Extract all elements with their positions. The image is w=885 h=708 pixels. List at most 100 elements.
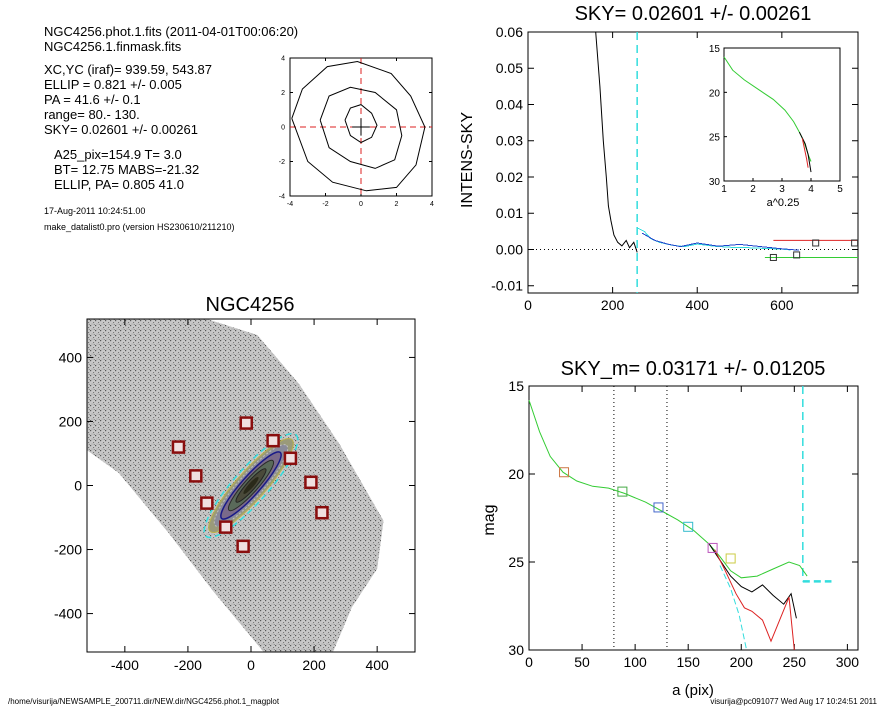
image-title: NGC4256 [206,294,295,316]
contour-line [319,86,403,169]
sky-series-line [636,227,791,251]
mag-plot: 0 50 100 150 200 250 300 15 20 25 30 [508,378,859,670]
sky-plot: 0 200 400 600 -0.01 0.00 0.01 0.02 0.03 0.04 0.05 0… [491,24,859,313]
galaxy-ellipse [243,477,259,494]
sky-inset-plot: 1 2 3 4 5 15 20 25 30 [709,44,843,195]
sky-box-marker [219,520,233,534]
plot-frame [528,385,859,651]
y-tick-label: 0 [74,478,82,494]
header-line: ELLIP = 0.821 +/- 0.005 [44,77,182,92]
mag-title: SKY_m= 0.03171 +/- 0.01205 [561,358,826,380]
sky-title: SKY= 0.02601 +/- 0.00261 [575,3,812,25]
y-tick-label: 200 [59,413,83,429]
sky-box-marker [189,469,203,483]
x-tick-label: 0 [524,297,532,313]
y-tick-label: 25 [508,554,524,570]
footer-user: visurija@pc091077 Wed Aug 17 10:24:51 20… [710,697,877,706]
y-tick-label: 2 [281,90,285,97]
sky-box-marker [851,239,859,247]
header-line: A25_pix=154.9 T= 3.0 [54,147,182,162]
y-tick-label: 0.01 [496,205,523,221]
header-program: make_datalist0.pro (version HS230610/211… [44,222,235,232]
y-tick-label: 400 [59,349,83,365]
mag-box-marker [617,486,628,497]
inset-x-tick-label: 4 [808,184,814,195]
sky-box-marker [315,505,329,520]
y-tick-label: 0.04 [496,96,523,112]
y-tick-label: 20 [508,466,524,482]
x-tick-label: 200 [730,654,754,670]
x-tick-label: 4 [430,201,434,208]
x-tick-label: -2 [322,201,328,208]
y-tick-label: 30 [508,642,524,658]
x-tick-label: 50 [574,654,590,670]
mag-series-line [528,399,808,579]
y-tick-label: -400 [54,606,82,622]
header-line: ELLIP, PA= 0.805 41.0 [54,177,184,192]
header-line: SKY= 0.02601 +/- 0.00261 [44,122,198,137]
sky-box-marker [236,539,250,554]
sky-box-marker [793,251,801,259]
footer-path: /home/visurija/NEWSAMPLE_200711.dir/NEW.… [8,697,280,706]
inset-frame [723,47,841,182]
inset-x-tick-label: 2 [750,184,756,195]
sky-box-marker [283,451,298,466]
header-line: BT= 12.75 MABS=-21.32 [54,162,200,177]
x-tick-label: 200 [601,297,625,313]
mag-series-line [719,565,748,651]
y-tick-label: -2 [279,159,285,166]
y-tick-label: 0.02 [496,169,523,185]
contour-plot: -4 -2 0 2 4 -4 -2 0 2 4 [279,55,434,208]
mag-box-marker [725,553,736,564]
inset-y-tick-label: 30 [709,177,721,188]
contour-line [344,104,378,144]
x-tick-label: 2 [395,201,399,208]
inset-y-tick-label: 15 [709,44,721,55]
x-tick-label: 300 [836,654,860,670]
x-tick-label: -400 [111,657,139,673]
contour-line [291,60,426,192]
y-tick-label: 15 [508,378,524,394]
x-tick-label: 150 [677,654,701,670]
mag-box-marker [559,467,570,478]
y-tick-label: 4 [281,55,285,62]
sky-series-line [641,232,799,251]
y-tick-label: -0.01 [491,278,523,294]
header-block-1: NGC4256.phot.1.fits (2011-04-01T00:06:20… [44,24,298,54]
galaxy-image-plot: -400 -200 0 200 400 -400 -200 0 200 400 [54,318,416,673]
mag-box-marker [653,502,664,513]
mag-xlabel: a (pix) [672,682,714,699]
y-tick-label: -4 [279,193,285,200]
y-tick-label: 0 [281,124,285,131]
sky-box-marker [239,416,254,430]
header-line: XC,YC (iraf)= 939.59, 543.87 [44,62,213,77]
header-date: 17-Aug-2011 10:24:51.00 [44,206,146,216]
y-tick-label: 0.03 [496,133,523,149]
sky-box-marker [769,253,777,261]
inset-series-line [798,131,812,173]
y-tick-label: 0.06 [496,24,523,40]
sky-box-marker [171,440,186,454]
mag-ylabel: mag [481,504,498,535]
x-tick-label: 0 [247,657,255,673]
sky-box-marker [304,475,318,490]
x-tick-label: 250 [783,654,807,670]
sky-ylabel: INTENS-SKY [459,112,476,208]
header-line: range= 80.- 130. [44,107,140,122]
inset-y-tick-label: 20 [709,88,721,99]
mag-box-marker [683,521,694,532]
x-tick-label: 100 [623,654,647,670]
sky-series-line [595,31,638,253]
x-tick-label: -200 [174,657,202,673]
mag-box-marker [707,542,718,553]
inset-y-tick-label: 25 [709,133,721,144]
sky-box-marker [812,239,820,247]
header-block-2: XC,YC (iraf)= 939.59, 543.87 ELLIP = 0.8… [44,62,212,137]
x-tick-label: -4 [287,201,293,208]
header-line: PA = 41.6 +/- 0.1 [44,92,141,107]
header-line: NGC4256.1.finmask.fits [44,39,182,54]
header-line: NGC4256.phot.1.fits (2011-04-01T00:06:20… [44,24,299,39]
y-tick-label: 0.05 [496,60,523,76]
y-tick-label: 0.00 [496,241,523,257]
inset-x-tick-label: 3 [779,184,785,195]
